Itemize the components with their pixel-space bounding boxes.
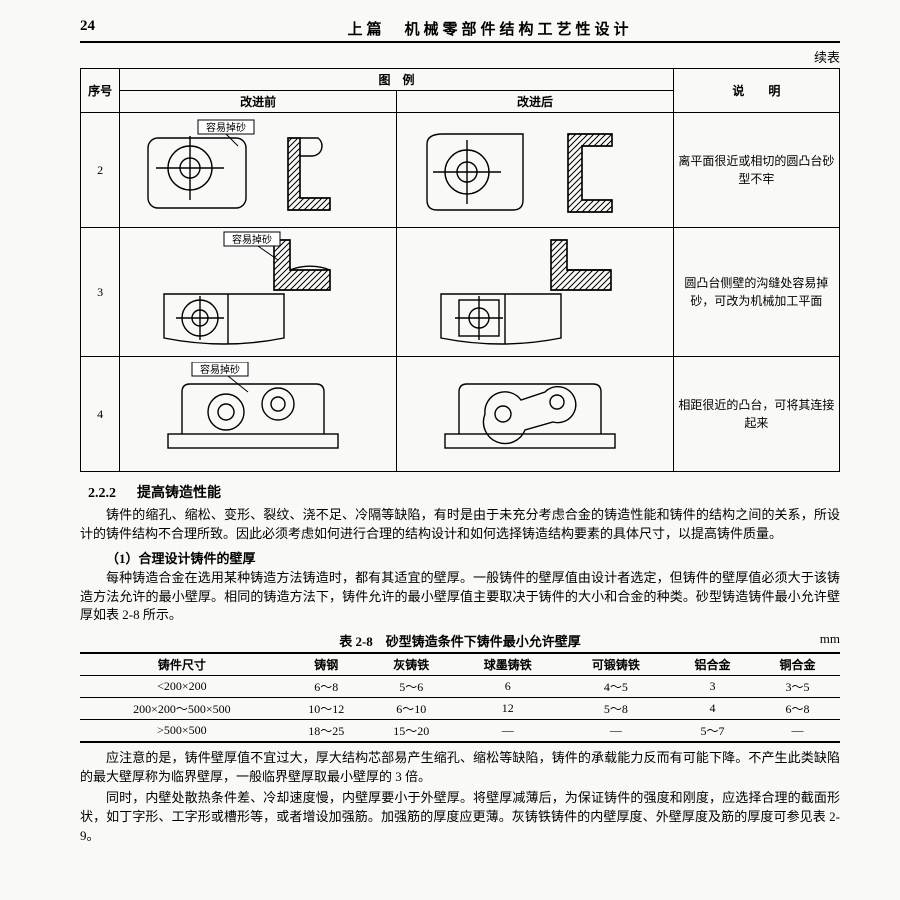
th-before: 改进前 xyxy=(120,91,397,113)
col-head: 球墨铸铁 xyxy=(454,653,562,676)
col-head: 灰铸铁 xyxy=(369,653,454,676)
section-heading: 2.2.2 提高铸造性能 xyxy=(88,482,840,502)
page-number: 24 xyxy=(80,18,140,39)
col-head: 铸钢 xyxy=(284,653,369,676)
section-number: 2.2.2 xyxy=(88,486,116,501)
section-title: 提高铸造性能 xyxy=(137,486,221,501)
comparison-table: 序号 图 例 说 明 改进前 改进后 2 xyxy=(80,68,840,472)
data-table: 铸件尺寸 铸钢 灰铸铁 球墨铸铁 可锻铸铁 铝合金 铜合金 <200×2006～… xyxy=(80,652,840,743)
sub-heading: （1）合理设计铸件的壁厚 xyxy=(80,548,840,567)
desc-cell: 圆凸台侧壁的沟缝处容易掉砂，可改为机械加工平面 xyxy=(673,228,839,357)
th-legend: 图 例 xyxy=(120,69,674,91)
desc-cell: 离平面很近或相切的圆凸台砂型不牢 xyxy=(673,113,839,228)
table-unit: mm xyxy=(820,631,840,647)
data-row: 200×200～500×50010～126～10125～846～8 xyxy=(80,698,840,720)
th-desc: 说 明 xyxy=(673,69,839,113)
paragraph: 每种铸造合金在选用某种铸造方法铸造时，都有其适宜的壁厚。一般铸件的壁厚值由设计者… xyxy=(80,569,840,626)
paragraph: 应注意的是，铸件壁厚值不宜过大，厚大结构芯部易产生缩孔、缩松等缺陷，铸件的承载能… xyxy=(80,749,840,787)
table-row: 4 容易掉砂 xyxy=(81,357,840,472)
seq-cell: 3 xyxy=(81,228,120,357)
col-head: 铸件尺寸 xyxy=(80,653,284,676)
svg-text:容易掉砂: 容易掉砂 xyxy=(200,363,240,376)
table-row: 2 xyxy=(81,113,840,228)
part-title: 上篇 机械零部件结构工艺性设计 xyxy=(140,18,840,39)
page-header: 24 上篇 机械零部件结构工艺性设计 xyxy=(80,18,840,43)
data-row: >500×50018～2515～20——5～7— xyxy=(80,720,840,743)
after-diagram xyxy=(397,228,674,357)
paragraph: 同时，内壁处散热条件差、冷却速度慢，内壁厚要小于外壁厚。将壁厚减薄后，为保证铸件… xyxy=(80,789,840,846)
callout-label: 容易掉砂 xyxy=(206,121,246,134)
after-diagram xyxy=(397,113,674,228)
col-head: 可锻铸铁 xyxy=(562,653,670,676)
before-diagram: 容易掉砂 xyxy=(120,113,397,228)
th-seq: 序号 xyxy=(81,69,120,113)
before-diagram: 容易掉砂 xyxy=(120,228,397,357)
svg-text:容易掉砂: 容易掉砂 xyxy=(232,233,272,246)
table-row: 3 容易掉砂 xyxy=(81,228,840,357)
seq-cell: 2 xyxy=(81,113,120,228)
paragraph: 铸件的缩孔、缩松、变形、裂纹、浇不足、冷隔等缺陷，有时是由于未充分考虑合金的铸造… xyxy=(80,506,840,544)
col-head: 铜合金 xyxy=(755,653,840,676)
table-caption: 表 2-8 砂型铸造条件下铸件最小允许壁厚 mm xyxy=(80,631,840,650)
data-row: <200×2006～85～664～533～5 xyxy=(80,676,840,698)
seq-cell: 4 xyxy=(81,357,120,472)
col-head: 铝合金 xyxy=(670,653,755,676)
before-diagram: 容易掉砂 xyxy=(120,357,397,472)
data-header-row: 铸件尺寸 铸钢 灰铸铁 球墨铸铁 可锻铸铁 铝合金 铜合金 xyxy=(80,653,840,676)
desc-cell: 相距很近的凸台，可将其连接起来 xyxy=(673,357,839,472)
page: 24 上篇 机械零部件结构工艺性设计 续表 序号 图 例 说 明 改进前 改进后… xyxy=(0,0,900,900)
after-diagram xyxy=(397,357,674,472)
continued-label: 续表 xyxy=(80,47,840,66)
th-after: 改进后 xyxy=(397,91,674,113)
